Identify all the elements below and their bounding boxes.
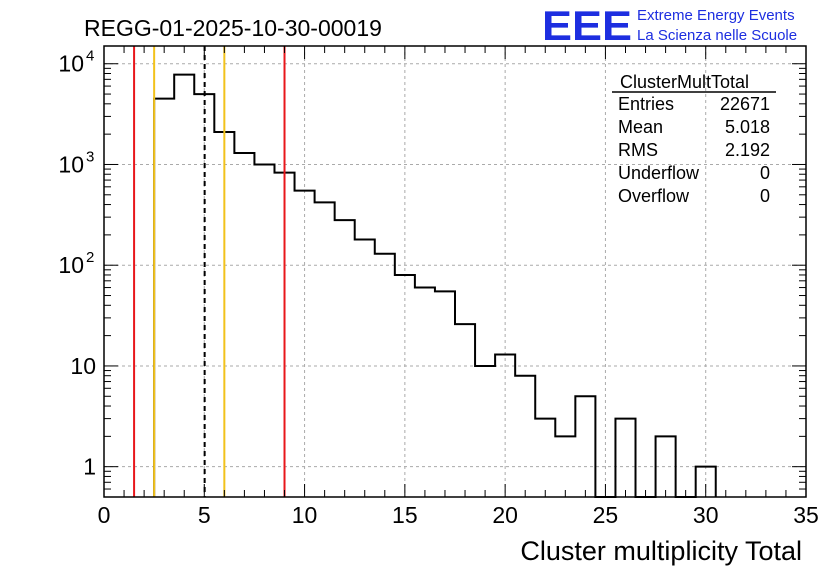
y-tick-label: 10 [58,51,84,77]
x-tick-label: 30 [693,502,719,528]
stats-value-overflow: 0 [760,186,770,206]
x-tick-label: 35 [793,502,819,528]
eee-logo: EEE [542,2,632,49]
histogram-layer [153,73,717,498]
stats-value-mean: 5.018 [725,117,770,137]
histogram-bin [355,239,375,497]
histogram-bin [415,288,435,497]
x-axis-label: Cluster multiplicity Total [520,536,802,566]
histogram-bin [295,191,315,497]
histogram-bin [234,153,254,497]
histogram-bin [335,220,355,497]
histogram-bin [315,202,335,497]
stats-label-overflow: Overflow [618,186,690,206]
stats-value-underflow: 0 [760,163,770,183]
stats-value-entries: 22671 [720,94,770,114]
y-tick-label: 1 [83,454,96,480]
plot-frame [103,45,807,498]
histogram-bin [615,419,635,497]
histogram-bin [174,75,194,497]
x-tick-label: 25 [593,502,619,528]
histogram-bin [475,366,495,497]
y-tick-label: 10 [58,252,84,278]
marker-lines-layer [133,46,286,497]
x-tick-label: 10 [292,502,318,528]
stats-value-rms: 2.192 [725,140,770,160]
x-tick-label: 5 [198,502,211,528]
run-title: REGG-01-2025-10-30-00019 [84,15,382,41]
histogram-outline [153,73,717,498]
x-tick-label: 15 [392,502,418,528]
histogram-bin [154,99,174,497]
x-tick-label: 0 [98,502,111,528]
y-tick-label-exponent: 3 [86,148,94,165]
histogram-bin [535,419,555,497]
histogram-bin [254,164,274,497]
stats-box: ClusterMultTotal Entries 22671 Mean 5.01… [612,72,776,206]
y-tick-label: 10 [70,353,96,379]
logo-line-2: La Scienza nelle Scuole [637,27,797,44]
y-tick-label-exponent: 4 [86,48,94,65]
histogram-bin [395,275,415,497]
y-tick-label: 10 [58,151,84,177]
logo-line-1: Extreme Energy Events [637,7,795,24]
grid-layer [104,46,806,497]
stats-label-entries: Entries [618,94,674,114]
stats-label-rms: RMS [618,140,658,160]
histogram-bin [435,291,455,497]
stats-label-underflow: Underflow [618,163,700,183]
y-tick-label-exponent: 2 [86,249,94,266]
histogram-bin [375,254,395,497]
histogram-bin [575,396,595,497]
stats-title: ClusterMultTotal [620,72,749,92]
histogram-bin [455,324,475,497]
stats-label-mean: Mean [618,117,663,137]
x-tick-label: 20 [492,502,518,528]
histogram-bin [515,376,535,497]
